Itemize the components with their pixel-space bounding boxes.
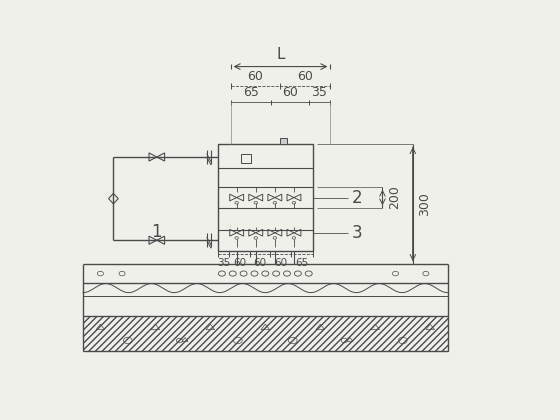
Bar — [83, 315, 447, 351]
Text: 60: 60 — [248, 70, 263, 83]
Text: 60: 60 — [254, 258, 267, 268]
Bar — [217, 144, 313, 251]
Text: 1: 1 — [152, 223, 162, 241]
Text: 35: 35 — [217, 258, 230, 268]
Text: 60: 60 — [282, 86, 298, 99]
Text: 65: 65 — [295, 258, 309, 268]
Text: 2: 2 — [352, 189, 363, 207]
Text: 3: 3 — [352, 224, 363, 242]
Text: L: L — [276, 47, 284, 62]
Text: 300: 300 — [418, 192, 431, 216]
Text: 200: 200 — [388, 186, 401, 210]
Bar — [241, 154, 251, 163]
Text: 60: 60 — [233, 258, 246, 268]
Text: 60: 60 — [274, 258, 287, 268]
Text: 60: 60 — [297, 70, 314, 83]
Text: 35: 35 — [311, 86, 328, 99]
Bar — [279, 138, 287, 144]
Text: 65: 65 — [243, 86, 259, 99]
